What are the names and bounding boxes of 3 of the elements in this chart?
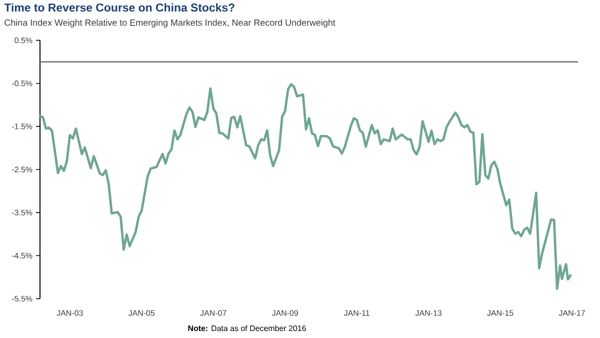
line-series <box>38 83 572 290</box>
chart-title: Time to Reverse Course on China Stocks? <box>4 3 234 12</box>
chart-subtitle: China Index Weight Relative to Emerging Markets Index, Near Record Underweight <box>4 19 336 28</box>
